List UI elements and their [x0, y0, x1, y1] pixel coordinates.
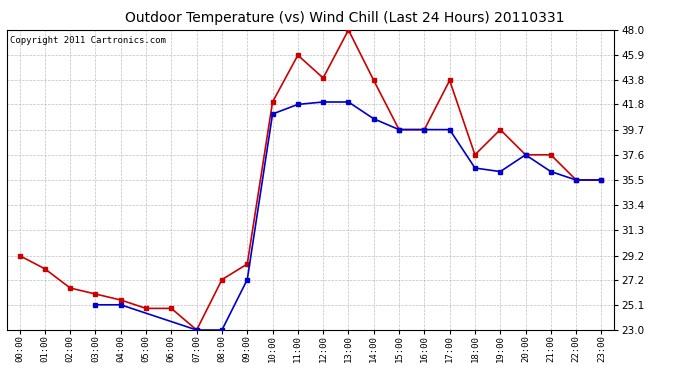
Text: Outdoor Temperature (vs) Wind Chill (Last 24 Hours) 20110331: Outdoor Temperature (vs) Wind Chill (Las… — [126, 11, 564, 25]
Text: Copyright 2011 Cartronics.com: Copyright 2011 Cartronics.com — [10, 36, 166, 45]
